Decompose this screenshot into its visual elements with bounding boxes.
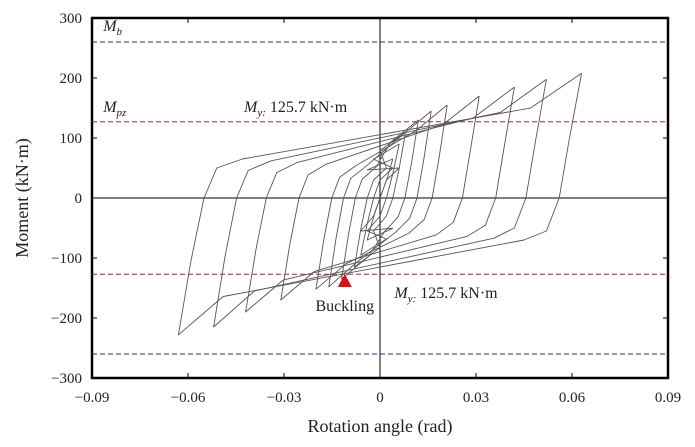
hysteresis-loop-8 bbox=[213, 78, 547, 328]
mb-label: Mb bbox=[102, 18, 122, 38]
my-upper-label: My: 125.7 kN·m bbox=[243, 99, 348, 119]
buckling-marker bbox=[337, 274, 352, 287]
y-axis-label: Moment (kN·m) bbox=[12, 138, 33, 257]
x-tick-label: −0.03 bbox=[267, 390, 302, 406]
hysteresis-loops bbox=[177, 72, 583, 336]
y-tick-labels: −300 −200 −100 0 100 200 300 bbox=[51, 11, 82, 387]
x-tick-labels: −0.09 −0.06 −0.03 0 0.03 0.06 0.09 bbox=[75, 390, 681, 406]
hysteresis-loop-4 bbox=[328, 110, 432, 288]
hysteresis-loop-3 bbox=[341, 119, 419, 280]
y-tick-label: 300 bbox=[60, 11, 83, 27]
my-lower-label: My: 125.7 kN·m bbox=[393, 285, 498, 305]
x-tick-label: 0 bbox=[376, 390, 384, 406]
y-tick-label: −100 bbox=[51, 251, 82, 267]
reference-lines bbox=[92, 41, 668, 355]
y-tick-label: −300 bbox=[51, 371, 82, 387]
y-tick-label: 100 bbox=[60, 131, 83, 147]
hysteresis-loop-7 bbox=[245, 86, 515, 313]
x-tick-label: −0.06 bbox=[171, 390, 206, 406]
x-tick-label: 0.06 bbox=[559, 390, 586, 406]
x-axis-label: Rotation angle (rad) bbox=[308, 416, 453, 437]
x-tick-label: −0.09 bbox=[75, 390, 110, 406]
y-tick-label: 200 bbox=[60, 71, 83, 87]
y-tick-label: 0 bbox=[75, 191, 83, 207]
hysteresis-loop-9 bbox=[177, 72, 583, 336]
x-tick-label: 0.09 bbox=[655, 390, 681, 406]
x-tick-label: 0.03 bbox=[463, 390, 489, 406]
buckling-label: Buckling bbox=[315, 298, 374, 315]
annotations: Mb Mpz My: 125.7 kN·m My: 125.7 kN·m Buc… bbox=[102, 18, 498, 315]
axis-ticks bbox=[91, 17, 669, 379]
y-tick-label: −200 bbox=[51, 311, 82, 327]
hysteresis-loop-6 bbox=[280, 95, 480, 301]
hysteresis-loop-2 bbox=[353, 131, 407, 268]
hysteresis-loop-1 bbox=[360, 143, 400, 256]
mpz-label: Mpz bbox=[102, 99, 127, 119]
hysteresis-loop-5 bbox=[315, 104, 448, 290]
